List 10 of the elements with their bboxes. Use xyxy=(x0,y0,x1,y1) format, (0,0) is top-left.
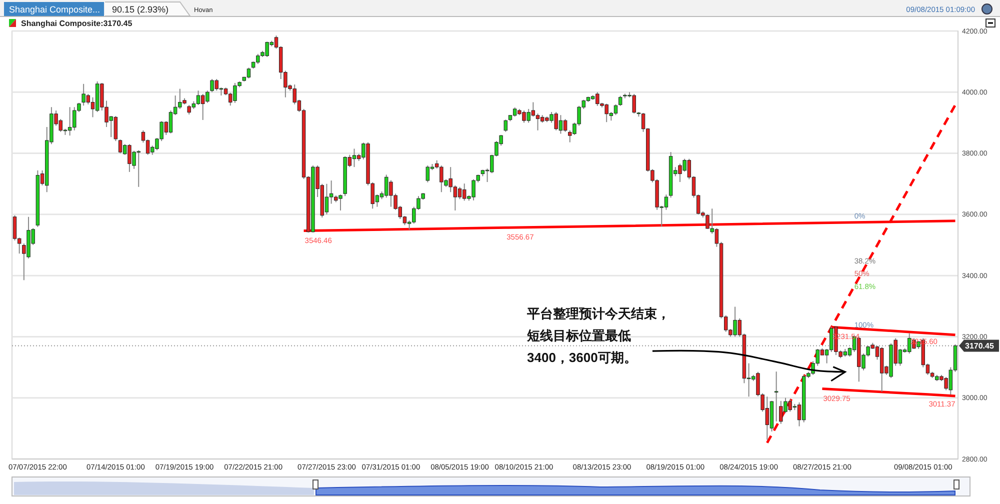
text: 90.15 (2.93%) xyxy=(112,4,169,14)
candlestick xyxy=(504,119,508,132)
annotation: 平台整理预计今天结束，短线目标位置最低3400，3600可期。 xyxy=(526,306,670,365)
candlestick xyxy=(563,118,568,132)
ref-line-label: 3170.45 xyxy=(965,342,994,351)
text: Shanghai Composite... xyxy=(9,4,100,14)
candlestick xyxy=(426,165,430,183)
chart-title: Shanghai Composite:3170.45 xyxy=(21,19,133,28)
candlestick xyxy=(774,371,778,422)
candlestick xyxy=(618,95,622,106)
